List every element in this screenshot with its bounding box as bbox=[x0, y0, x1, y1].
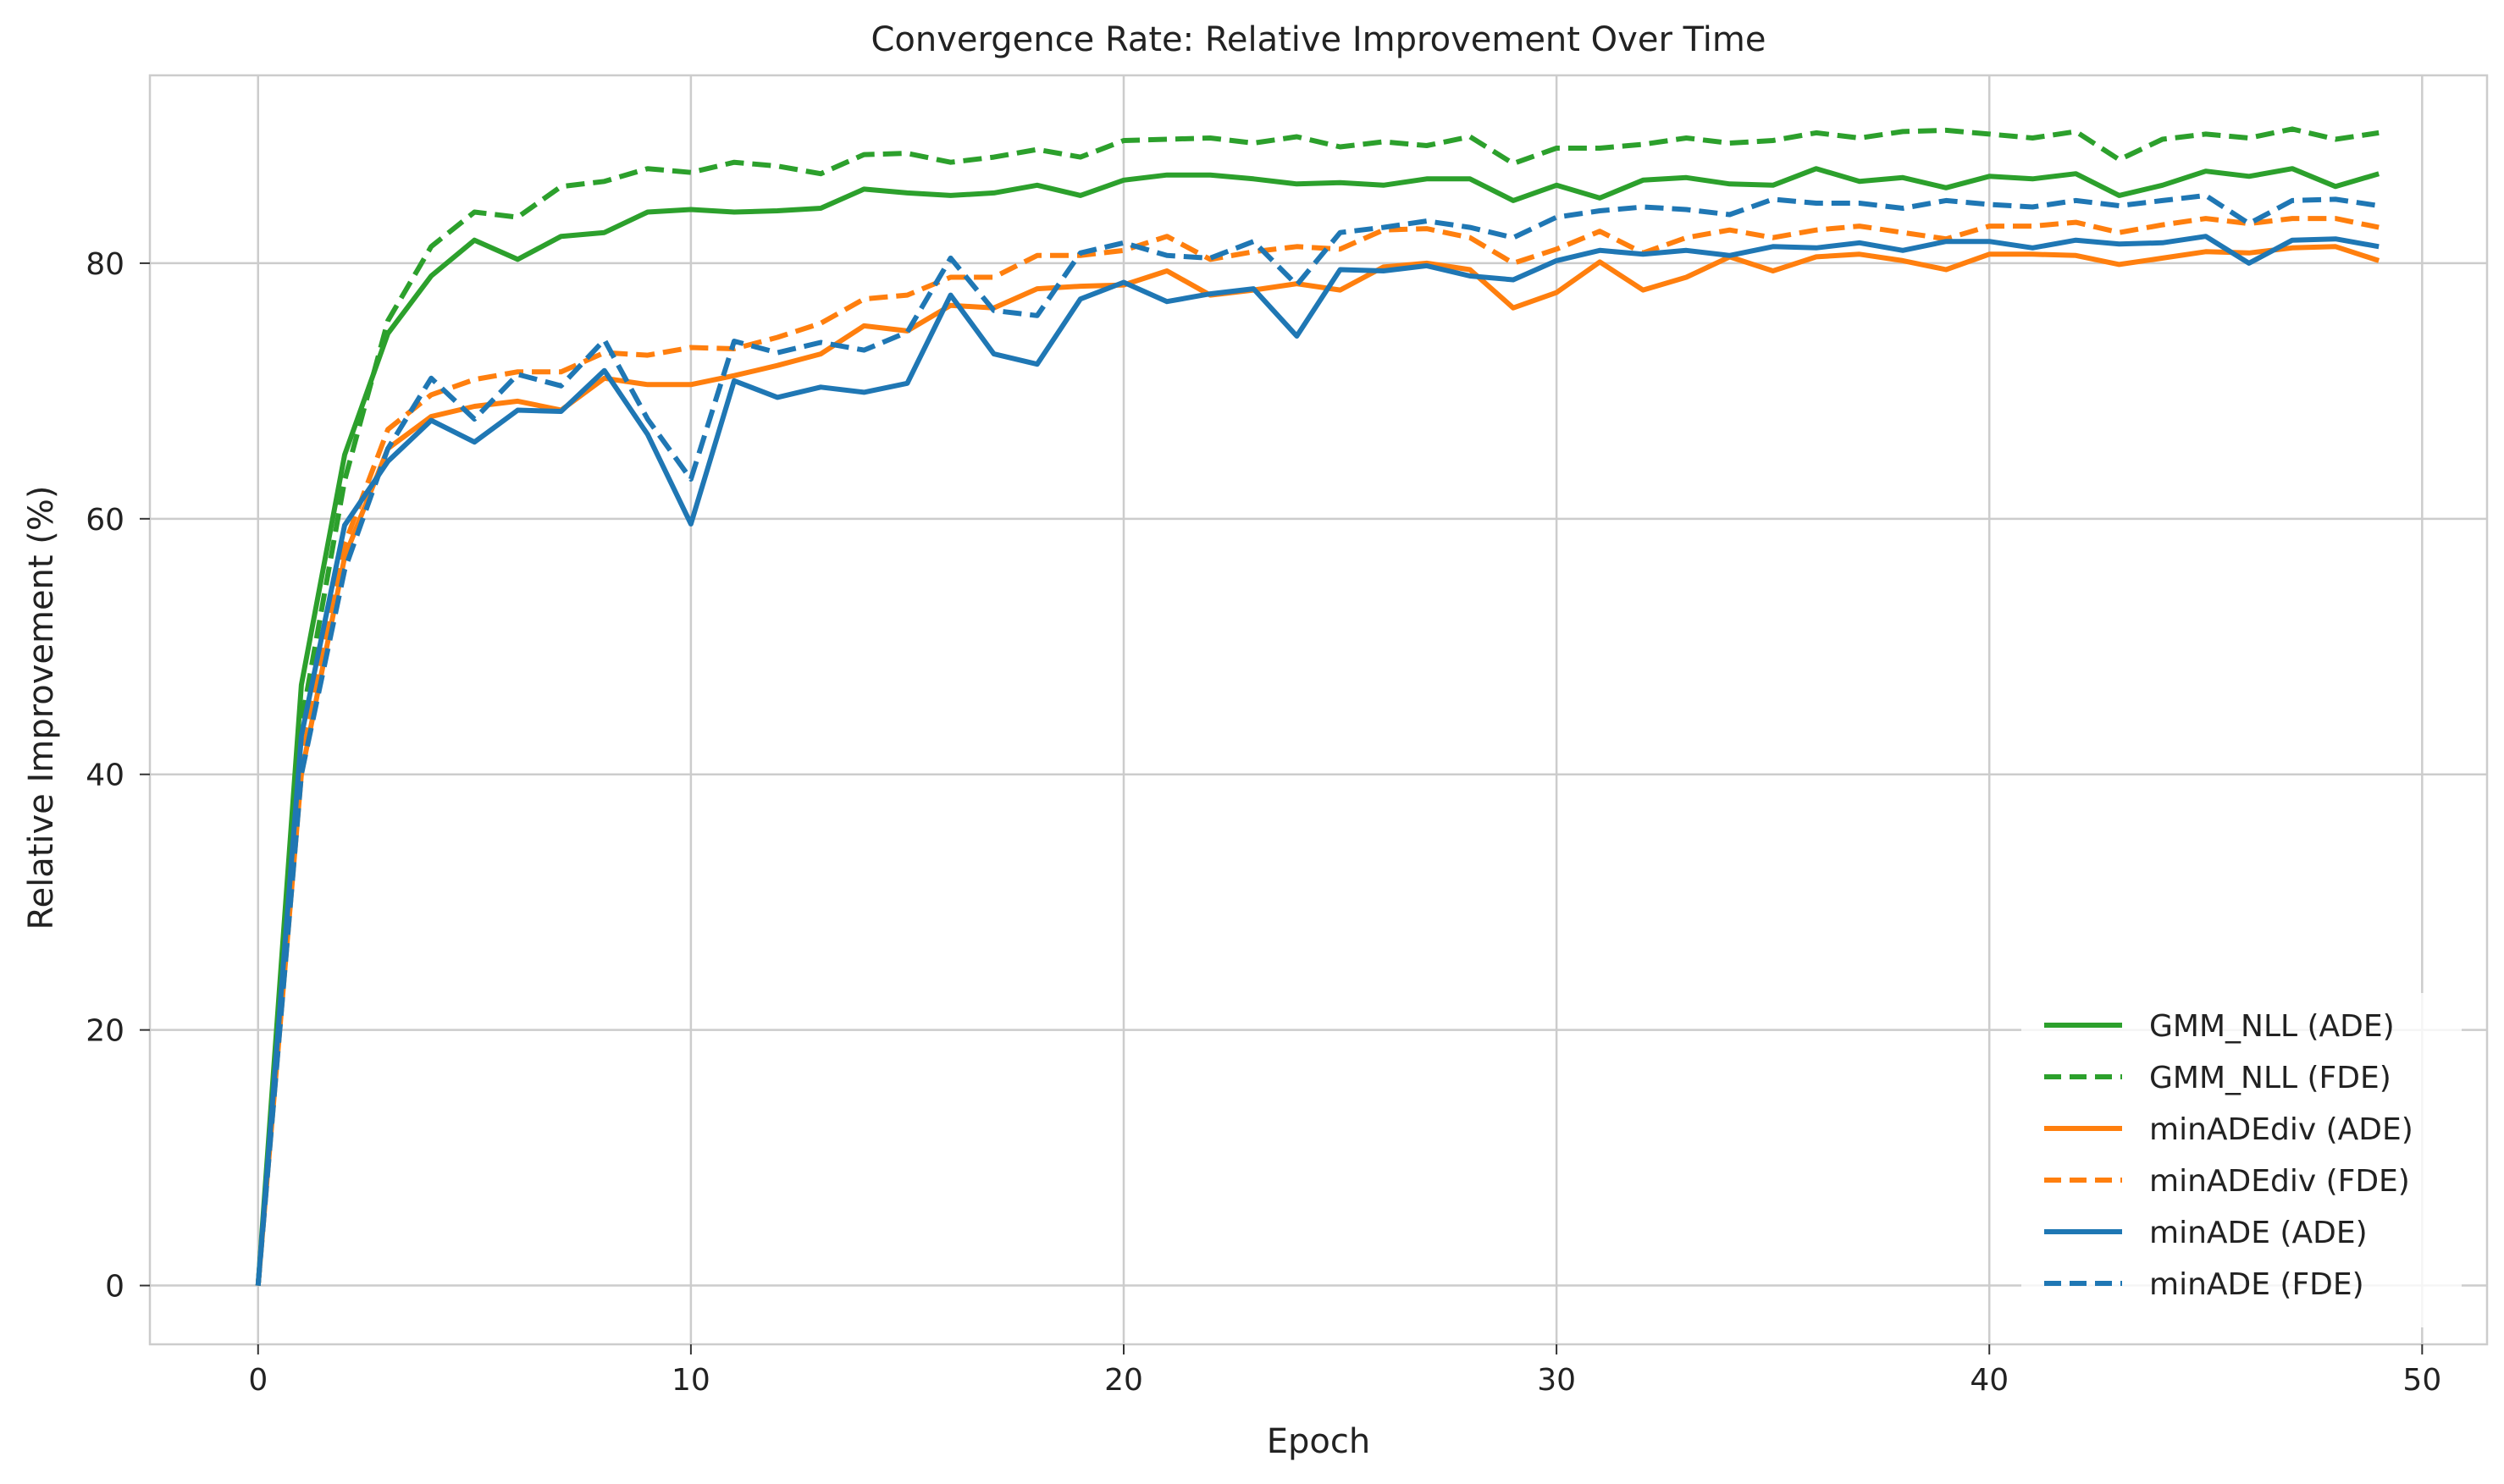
x-tick-label: 20 bbox=[1104, 1363, 1143, 1398]
y-tick-label: 0 bbox=[105, 1270, 124, 1305]
series-line-5 bbox=[255, 192, 2380, 1286]
legend-entries: GMM_NLL (ADE) GMM_NLL (FDE) minADEdiv (ADE… bbox=[2044, 1009, 2413, 1302]
y-tick-label: 80 bbox=[86, 247, 124, 282]
x-axis: 0 10 20 30 40 50 bbox=[248, 1344, 2441, 1398]
y-axis: 0 20 40 60 80 bbox=[86, 247, 150, 1305]
series-lines bbox=[255, 126, 2380, 1286]
x-tick-label: 40 bbox=[1970, 1363, 2009, 1398]
legend-label-4: minADE (ADE) bbox=[2149, 1216, 2368, 1250]
series-line-1 bbox=[255, 126, 2380, 1286]
y-tick-label: 20 bbox=[86, 1014, 124, 1049]
legend-box bbox=[2021, 993, 2462, 1327]
series-line-4 bbox=[255, 234, 2380, 1286]
y-tick-label: 40 bbox=[86, 759, 124, 793]
x-tick-label: 0 bbox=[248, 1363, 268, 1398]
x-axis-label: Epoch bbox=[1267, 1422, 1370, 1461]
legend-label-1: GMM_NLL (FDE) bbox=[2149, 1061, 2391, 1095]
x-tick-label: 10 bbox=[672, 1363, 710, 1398]
y-axis-label: Relative Improvement (%) bbox=[22, 485, 61, 930]
legend-label-3: minADEdiv (FDE) bbox=[2149, 1164, 2410, 1199]
legend: GMM_NLL (ADE) GMM_NLL (FDE) minADEdiv (ADE… bbox=[2021, 993, 2462, 1327]
chart-title: Convergence Rate: Relative Improvement O… bbox=[871, 20, 1766, 59]
x-tick-label: 50 bbox=[2402, 1363, 2441, 1398]
legend-label-0: GMM_NLL (ADE) bbox=[2149, 1009, 2395, 1044]
x-tick-label: 30 bbox=[1537, 1363, 1576, 1398]
legend-label-2: minADEdiv (ADE) bbox=[2149, 1112, 2413, 1147]
plot-frame bbox=[148, 74, 2489, 1346]
series-line-0 bbox=[255, 166, 2380, 1286]
y-tick-label: 60 bbox=[86, 503, 124, 538]
legend-label-5: minADE (FDE) bbox=[2149, 1267, 2364, 1302]
